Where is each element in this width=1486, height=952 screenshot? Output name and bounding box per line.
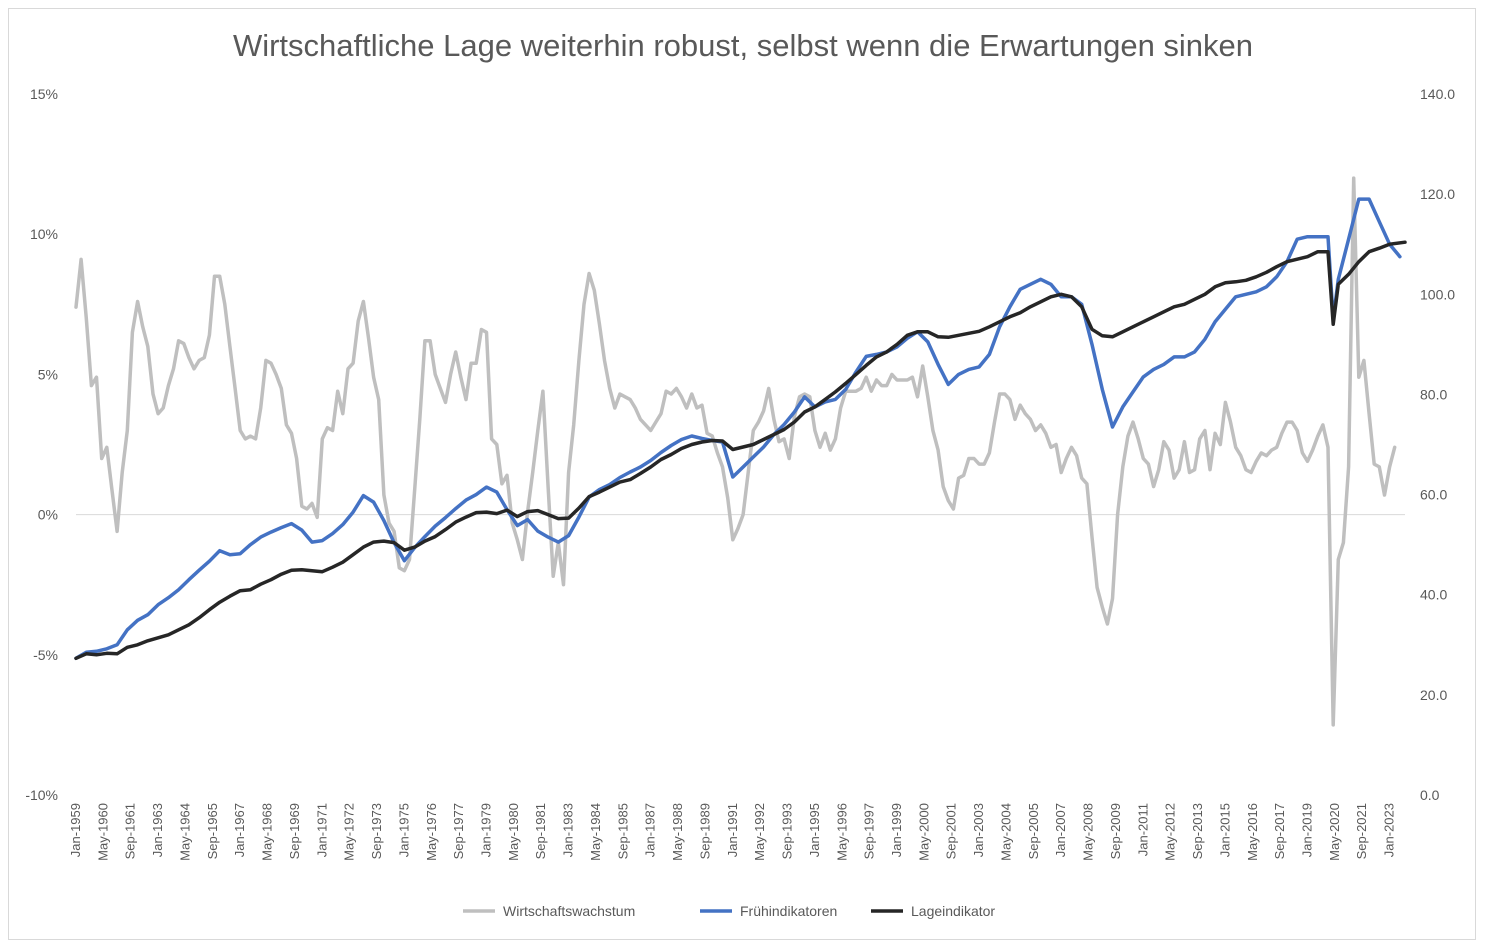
x-tick-label: Jan-1991 [725, 803, 740, 857]
legend-label: Wirtschaftswachstum [503, 903, 635, 919]
x-tick-label: Sep-2001 [944, 803, 959, 859]
y-left-tick-label: 0% [38, 507, 58, 523]
x-tick-label: Sep-1961 [123, 803, 138, 859]
legend-label: Lageindikator [911, 903, 995, 919]
x-tick-label: Jan-1967 [232, 803, 247, 857]
chart-title: Wirtschaftliche Lage weiterhin robust, s… [232, 28, 1254, 63]
x-tick-label: Jan-1975 [396, 803, 411, 857]
y-right-tick-label: 80.0 [1420, 386, 1447, 402]
legend-label: Frühindikatoren [740, 903, 837, 919]
y-left-tick-label: -10% [25, 787, 58, 803]
x-tick-label: Jan-1959 [68, 803, 83, 857]
x-tick-label: Jan-1979 [479, 803, 494, 857]
x-tick-label: Jan-2015 [1217, 803, 1232, 857]
x-tick-label: Sep-1973 [369, 803, 384, 859]
y-right-tick-label: 40.0 [1420, 587, 1447, 603]
x-tick-label: May-1968 [260, 803, 275, 861]
x-tick-label: Sep-2009 [1108, 803, 1123, 859]
series-line-wirtschaftswachstum [74, 176, 1397, 727]
x-tick-label: May-2020 [1327, 803, 1342, 861]
x-tick-label: Sep-2017 [1272, 803, 1287, 859]
legend: Wirtschaftswachstum Frühindikatoren Lagein… [463, 903, 995, 919]
x-tick-label: Jan-1983 [561, 803, 576, 857]
x-tick-label: Sep-2013 [1190, 803, 1205, 859]
x-tick-label: Jan-2011 [1135, 803, 1150, 856]
x-tick-label: May-1980 [506, 803, 521, 861]
x-tick-label: Sep-2005 [1026, 803, 1041, 859]
x-tick-label: May-1984 [588, 803, 603, 861]
left-axis-ticks: 15% 10% 5% 0% -5% -10% [25, 86, 58, 803]
x-tick-label: May-2012 [1163, 803, 1178, 861]
x-tick-label: May-2016 [1245, 803, 1260, 861]
series-line-lageindikator [74, 240, 1407, 661]
x-axis-ticks: Jan-1959 May-1960 Sep-1961 Jan-1963 May-1964… [68, 803, 1397, 861]
x-tick-label: Sep-1977 [451, 803, 466, 859]
x-tick-label: Sep-2021 [1354, 803, 1369, 859]
x-tick-label: Sep-1989 [697, 803, 712, 859]
y-right-tick-label: 140.0 [1420, 86, 1455, 102]
x-tick-label: Jan-1971 [314, 803, 329, 857]
x-tick-label: Jan-2003 [971, 803, 986, 857]
y-right-tick-label: 0.0 [1420, 787, 1440, 803]
x-tick-label: May-1976 [424, 803, 439, 861]
x-tick-label: Jan-2007 [1053, 803, 1068, 857]
x-tick-label: May-2008 [1081, 803, 1096, 861]
x-tick-label: Jan-1999 [889, 803, 904, 857]
x-tick-label: Jan-2023 [1382, 803, 1397, 857]
x-tick-label: May-1960 [95, 803, 110, 861]
x-tick-label: May-1988 [670, 803, 685, 861]
x-tick-label: Jan-2019 [1300, 803, 1315, 857]
x-tick-label: Sep-1981 [533, 803, 548, 859]
y-left-tick-label: 10% [30, 226, 58, 242]
x-tick-label: May-2004 [998, 803, 1013, 861]
x-tick-label: Sep-1965 [205, 803, 220, 859]
x-tick-label: May-1996 [834, 803, 849, 861]
x-tick-label: May-1964 [177, 803, 192, 861]
x-tick-label: Sep-1985 [615, 803, 630, 859]
y-left-tick-label: 15% [30, 86, 58, 102]
x-tick-label: Sep-1997 [862, 803, 877, 859]
x-tick-label: Jan-1987 [643, 803, 658, 857]
y-right-tick-label: 100.0 [1420, 286, 1455, 302]
x-tick-label: May-2000 [916, 803, 931, 861]
right-axis-ticks: 140.0 120.0 100.0 80.0 60.0 40.0 20.0 0.0 [1420, 86, 1455, 803]
x-tick-label: Jan-1963 [150, 803, 165, 857]
x-tick-label: Sep-1969 [287, 803, 302, 859]
series-layer [74, 176, 1407, 727]
y-right-tick-label: 60.0 [1420, 487, 1447, 503]
y-right-tick-label: 120.0 [1420, 186, 1455, 202]
x-tick-label: Jan-1995 [807, 803, 822, 857]
x-tick-label: Sep-1993 [780, 803, 795, 859]
x-tick-label: May-1992 [752, 803, 767, 861]
x-tick-label: May-1972 [342, 803, 357, 861]
series-line-frühindikatoren [74, 197, 1402, 661]
y-right-tick-label: 20.0 [1420, 687, 1447, 703]
y-left-tick-label: 5% [38, 366, 58, 382]
chart-frame [8, 8, 1476, 940]
y-left-tick-label: -5% [33, 647, 58, 663]
